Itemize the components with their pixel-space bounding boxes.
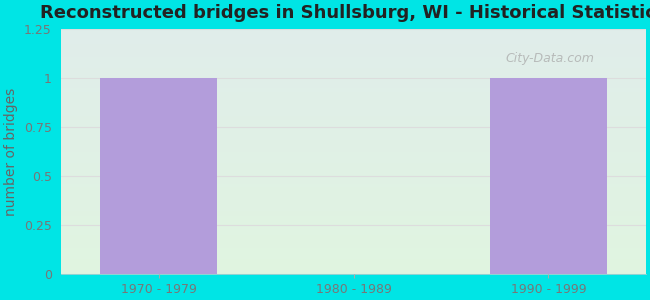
Title: Reconstructed bridges in Shullsburg, WI - Historical Statistics: Reconstructed bridges in Shullsburg, WI …: [40, 4, 650, 22]
Text: City-Data.com: City-Data.com: [506, 52, 595, 65]
Bar: [100, 78, 217, 274]
Y-axis label: number of bridges: number of bridges: [4, 87, 18, 216]
Bar: [490, 78, 607, 274]
